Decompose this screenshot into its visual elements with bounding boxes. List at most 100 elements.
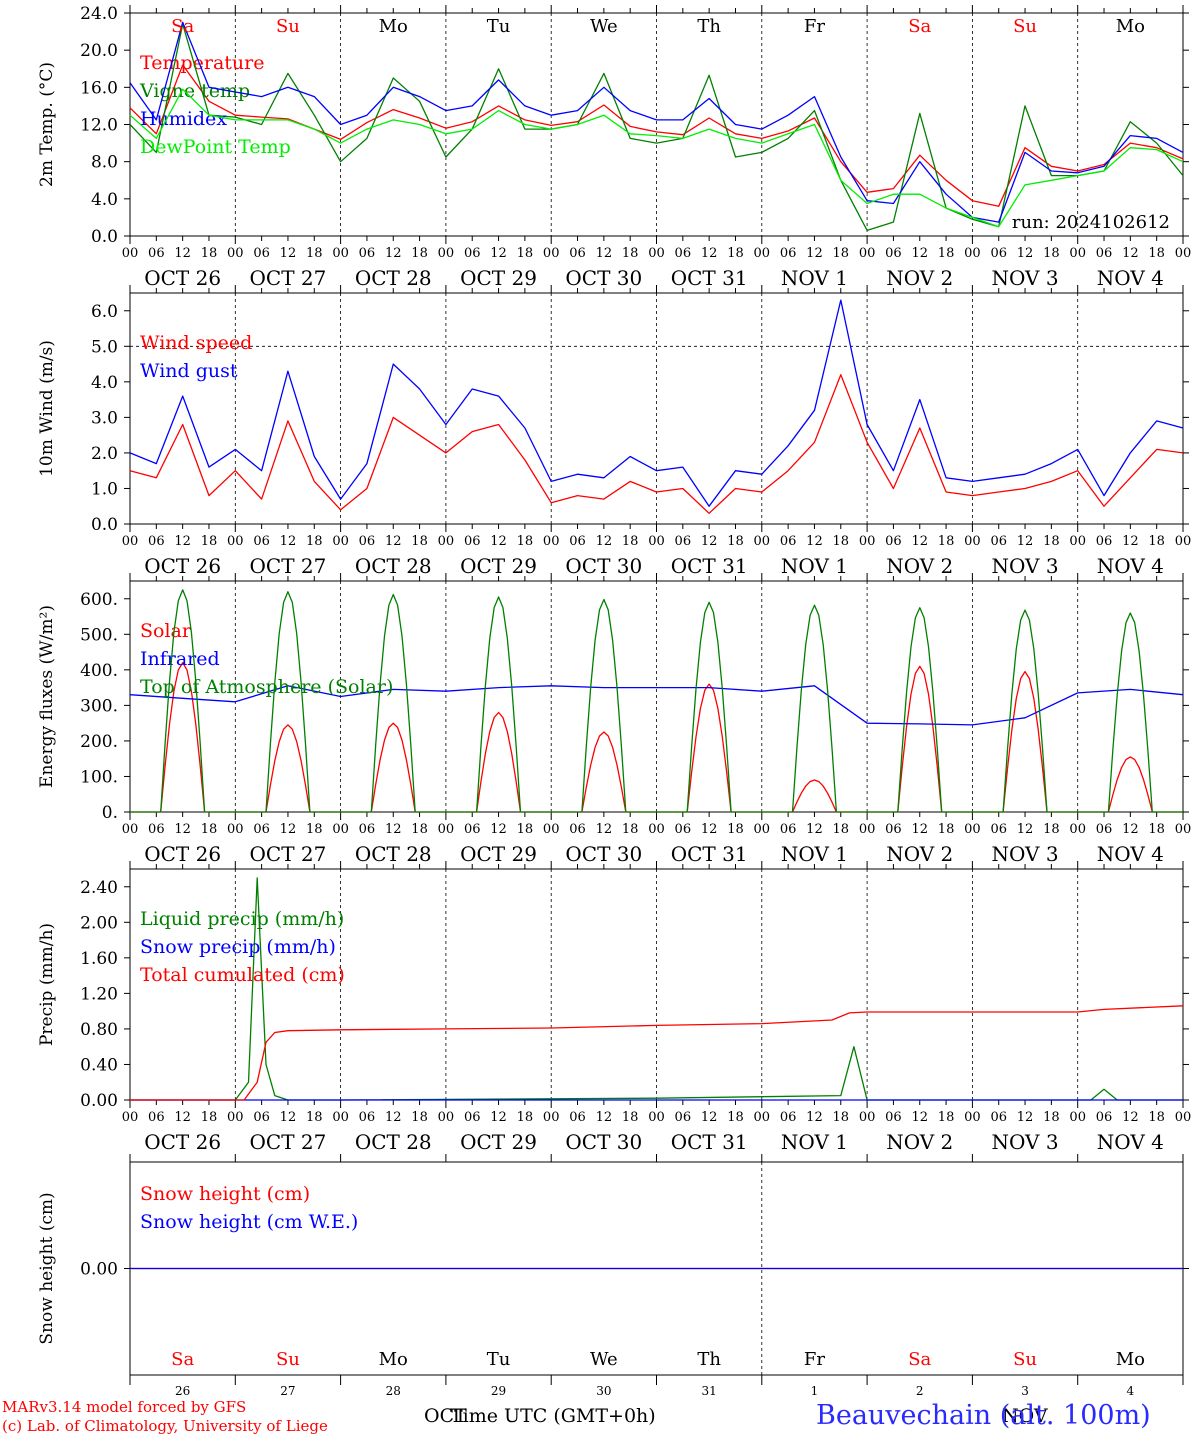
panel-0-hour-label: 06 [780, 246, 797, 261]
weekday-label-bottom: We [590, 1349, 618, 1370]
panel-1-ytick-label: 2.0 [91, 444, 118, 464]
panel-3-date-label: OCT 26 [144, 1130, 221, 1154]
panel-2-series-1-line [129, 685, 1184, 726]
panel-2-hour-label: 06 [780, 822, 797, 837]
panel-0-date-label: NOV 1 [781, 266, 848, 290]
panel-1-ylabel: 10m Wind (m/s) [37, 340, 57, 477]
panel-0-hour-label: 18 [833, 246, 850, 261]
panel-1-hour-label: 12 [701, 534, 718, 549]
panel-2-hour-label: 12 [385, 822, 402, 837]
weekday-label-top: Fr [804, 16, 825, 37]
panel-3-date-label: OCT 29 [460, 1130, 537, 1154]
panel-3-ylabel: Precip (mm/h) [37, 923, 57, 1046]
panel-0-hour-label: 06 [464, 246, 481, 261]
day-number-label: 2 [916, 1384, 924, 1398]
day-number-label: 3 [1021, 1384, 1029, 1398]
bottom-month-nov: NOV [1002, 1405, 1048, 1427]
panel-2-date-label: NOV 4 [1097, 842, 1164, 866]
panel-0-ytick-label: 0.0 [91, 227, 118, 247]
panel-3-ytick-label: 2.40 [80, 878, 118, 898]
panel-1-date-label: OCT 27 [250, 554, 327, 578]
day-number-label: 31 [702, 1384, 717, 1398]
panel-1-ytick-label: 0.0 [91, 515, 118, 535]
credit-line-1: MARv3.14 model forced by GFS [2, 1398, 247, 1416]
weekday-label-top: Su [276, 16, 300, 37]
panel-1-hour-label: 00 [122, 534, 139, 549]
panel-1-hour-label: 12 [911, 534, 928, 549]
day-number-label: 30 [596, 1384, 611, 1398]
panel-2-date-label: OCT 31 [671, 842, 748, 866]
panel-0-date-label: OCT 27 [250, 266, 327, 290]
panel-1-ytick-label: 3.0 [91, 408, 118, 428]
panel-2-ytick-label: 400. [80, 661, 118, 681]
panel-4-legend-0: Snow height (cm) [140, 1183, 310, 1205]
panel-3-hour-label: 00 [754, 1110, 771, 1125]
panel-2-hour-label: 18 [1148, 822, 1165, 837]
panel-1-hour-label: 06 [780, 534, 797, 549]
panel-0-hour-label: 00 [648, 246, 665, 261]
panel-1-ytick-label: 5.0 [91, 337, 118, 357]
panel-0-hour-label: 06 [1096, 246, 1113, 261]
panel-0-hour-label: 06 [569, 246, 586, 261]
panel-0-hour-label: 00 [1069, 246, 1086, 261]
panel-0-legend-3: DewPoint Temp [140, 136, 291, 158]
station-label: Beauvechain (alt. 100m) [816, 1400, 1151, 1431]
panel-3-date-label: OCT 30 [565, 1130, 642, 1154]
panel-0-hour-label: 18 [1148, 246, 1165, 261]
panel-0-date-label: OCT 26 [144, 266, 221, 290]
panel-2-series-2-line [130, 589, 1183, 813]
panel-0-hour-label: 06 [253, 246, 270, 261]
panel-0-hour-label: 12 [701, 246, 718, 261]
weekday-label-top: Su [1013, 16, 1037, 37]
panel-3-hour-label: 06 [464, 1110, 481, 1125]
panel-0-hour-label: 18 [306, 246, 323, 261]
panel-3-date-label: OCT 31 [671, 1130, 748, 1154]
panel-3-hour-label: 12 [596, 1110, 613, 1125]
panel-2-hour-label: 00 [543, 822, 560, 837]
panel-3-date-label: OCT 28 [355, 1130, 432, 1154]
weekday-label-bottom: Su [276, 1349, 300, 1370]
panel-0-hour-label: 00 [122, 246, 139, 261]
panel-1-date-label: NOV 4 [1097, 554, 1164, 578]
panel-3-hour-label: 12 [806, 1110, 823, 1125]
panel-2-ytick-label: 600. [80, 590, 118, 610]
panel-0-hour-label: 00 [1175, 246, 1192, 261]
panel-1-hour-label: 18 [411, 534, 428, 549]
weekday-label-top: Sa [171, 16, 194, 37]
panel-0-hour-label: 00 [859, 246, 876, 261]
panel-3-hour-label: 12 [911, 1110, 928, 1125]
panel-4-legend-1: Snow height (cm W.E.) [140, 1211, 358, 1233]
weekday-label-bottom: Sa [908, 1349, 931, 1370]
panel-2-hour-label: 06 [1096, 822, 1113, 837]
panel-0-ytick-label: 20.0 [80, 41, 118, 61]
panel-2-date-label: OCT 27 [250, 842, 327, 866]
panel-1-series-1-line [129, 299, 1184, 507]
panel-0-hour-label: 18 [622, 246, 639, 261]
weekday-label-top: Mo [1116, 16, 1145, 37]
panel-2-hour-label: 00 [754, 822, 771, 837]
panel-0-date-label: OCT 31 [671, 266, 748, 290]
panel-2-hour-label: 12 [911, 822, 928, 837]
panel-0-ytick-label: 8.0 [91, 153, 118, 173]
panel-3-hour-label: 18 [411, 1110, 428, 1125]
panel-1-hour-label: 00 [1175, 534, 1192, 549]
panel-1-date-label: OCT 28 [355, 554, 432, 578]
panel-0-hour-label: 12 [596, 246, 613, 261]
panel-3-ytick-label: 0.80 [80, 1020, 118, 1040]
panel-2-hour-label: 18 [517, 822, 534, 837]
panel-1-hour-label: 00 [1069, 534, 1086, 549]
panel-3-date-label: NOV 4 [1097, 1130, 1164, 1154]
panel-2-date-label: NOV 2 [886, 842, 953, 866]
panel-0-date-label: NOV 3 [992, 266, 1059, 290]
panel-2-hour-label: 18 [306, 822, 323, 837]
panel-0-hour-label: 18 [727, 246, 744, 261]
day-number-label: 27 [280, 1384, 295, 1398]
panel-3-series-0-line [130, 877, 1183, 1101]
panel-3-hour-label: 06 [780, 1110, 797, 1125]
panel-2-hour-label: 12 [596, 822, 613, 837]
panel-0-series-3-line [129, 88, 1184, 228]
panel-2-date-label: OCT 29 [460, 842, 537, 866]
panel-3-date-label: OCT 27 [250, 1130, 327, 1154]
panel-3-hour-label: 00 [438, 1110, 455, 1125]
